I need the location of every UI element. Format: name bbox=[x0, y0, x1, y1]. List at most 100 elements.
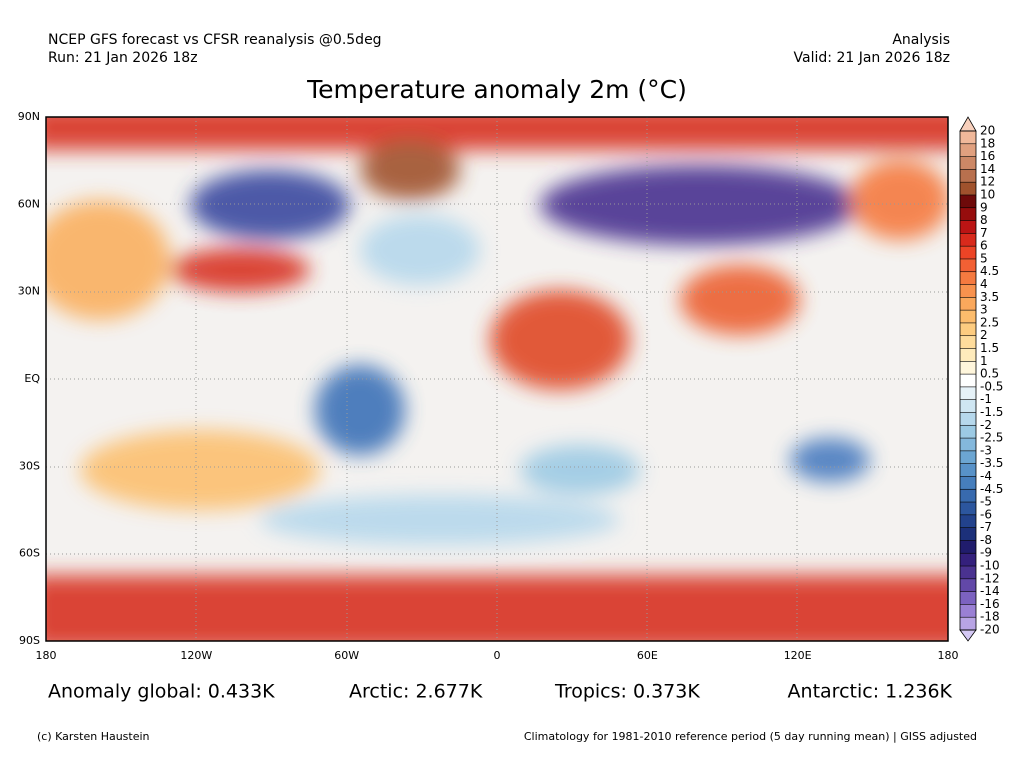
colorbar-segment bbox=[960, 489, 976, 503]
colorbar-label: -20 bbox=[980, 623, 1000, 637]
colorbar-label: -5 bbox=[980, 495, 992, 509]
lat-label: 60S bbox=[19, 547, 40, 560]
colorbar-segment bbox=[960, 348, 976, 362]
lat-label: EQ bbox=[24, 372, 40, 385]
title: Temperature anomaly 2m (°C) bbox=[306, 75, 687, 104]
colorbar-label: -7 bbox=[980, 520, 992, 534]
colorbar-label: 7 bbox=[980, 226, 988, 240]
colorbar-label: 5 bbox=[980, 251, 988, 265]
colorbar-label: -3 bbox=[980, 443, 992, 457]
colorbar-segment bbox=[960, 361, 976, 375]
anomaly-field bbox=[46, 117, 948, 641]
colorbar-segment bbox=[960, 322, 976, 336]
colorbar-label: -9 bbox=[980, 546, 992, 560]
colorbar-label: 2 bbox=[980, 328, 988, 342]
colorbar-label: 8 bbox=[980, 213, 988, 227]
stat-tropics: Tropics: 0.373K bbox=[554, 681, 700, 703]
lat-label: 30S bbox=[19, 459, 40, 472]
colorbar-segment bbox=[960, 182, 976, 195]
colorbar-segment bbox=[960, 412, 976, 426]
lon-label: 60E bbox=[637, 649, 658, 662]
lon-label: 180 bbox=[938, 649, 959, 662]
colorbar-segment bbox=[960, 514, 976, 528]
header-right-1: Analysis bbox=[892, 32, 950, 48]
header-left-1: NCEP GFS forecast vs CFSR reanalysis @0.… bbox=[48, 32, 382, 48]
colorbar-segment bbox=[960, 591, 976, 605]
colorbar-segment bbox=[960, 310, 976, 323]
graticule bbox=[46, 117, 948, 641]
colorbar-segment bbox=[960, 156, 976, 170]
lon-label: 120W bbox=[180, 649, 212, 662]
colorbar-segment bbox=[960, 425, 976, 439]
lon-label: 180 bbox=[36, 649, 57, 662]
header-right-2: Valid: 21 Jan 2026 18z bbox=[794, 50, 950, 66]
colorbar-label: -2 bbox=[980, 418, 992, 432]
colorbar-segment bbox=[960, 131, 976, 144]
colorbar-label: 18 bbox=[980, 136, 995, 150]
colorbar-label: 1 bbox=[980, 354, 988, 368]
colorbar-segment bbox=[960, 399, 976, 413]
colorbar-segment bbox=[960, 578, 976, 592]
colorbar-segment bbox=[960, 194, 976, 208]
lat-label: 90S bbox=[19, 634, 40, 647]
colorbar-label: -2.5 bbox=[980, 431, 1003, 445]
footer-right: Climatology for 1981-2010 reference peri… bbox=[524, 730, 977, 743]
colorbar-segment bbox=[960, 463, 976, 477]
lon-label: 60W bbox=[334, 649, 359, 662]
lat-label: 90N bbox=[18, 110, 40, 123]
colorbar-label: -6 bbox=[980, 507, 992, 521]
colorbar-label: -4 bbox=[980, 469, 992, 483]
colorbar-label: -18 bbox=[980, 610, 1000, 624]
colorbar-label: 4 bbox=[980, 277, 988, 291]
colorbar-segment bbox=[960, 374, 976, 387]
stat-arctic: Arctic: 2.677K bbox=[349, 681, 483, 703]
colorbar-segment bbox=[960, 284, 976, 298]
map bbox=[46, 117, 948, 641]
colorbar-label: 14 bbox=[980, 162, 995, 176]
colorbar-label: -0.5 bbox=[980, 379, 1003, 393]
colorbar-label: -1 bbox=[980, 392, 992, 406]
colorbar-segment bbox=[960, 220, 976, 234]
lat-label: 60N bbox=[18, 197, 40, 210]
colorbar-segment bbox=[960, 566, 976, 579]
header-left-2: Run: 21 Jan 2026 18z bbox=[48, 50, 198, 66]
colorbar-segment bbox=[960, 169, 976, 183]
colorbar-segment bbox=[960, 143, 976, 157]
colorbar-label: 9 bbox=[980, 200, 988, 214]
colorbar-label: 4.5 bbox=[980, 264, 999, 278]
lon-label: 0 bbox=[494, 649, 501, 662]
colorbar-label: 10 bbox=[980, 187, 995, 201]
colorbar-segment bbox=[960, 540, 976, 554]
colorbar-label: 12 bbox=[980, 175, 995, 189]
colorbar-label: -14 bbox=[980, 584, 1000, 598]
colorbar-label: 3.5 bbox=[980, 290, 999, 304]
colorbar-label: 16 bbox=[980, 149, 995, 163]
colorbar-label: -16 bbox=[980, 597, 1000, 611]
colorbar-segment bbox=[960, 450, 976, 464]
colorbar-segment bbox=[960, 502, 976, 515]
colorbar-label: -10 bbox=[980, 559, 1000, 573]
colorbar-segment bbox=[960, 527, 976, 541]
stat-antarctic: Antarctic: 1.236K bbox=[788, 681, 953, 703]
colorbar-label: 0.5 bbox=[980, 367, 999, 381]
colorbar-segment bbox=[960, 553, 976, 567]
colorbar-end bbox=[959, 629, 977, 642]
colorbar-segment bbox=[960, 617, 976, 630]
colorbar-label: -12 bbox=[980, 571, 1000, 585]
colorbar-end bbox=[959, 116, 977, 132]
colorbar-segment bbox=[960, 335, 976, 349]
lat-label: 30N bbox=[18, 285, 40, 298]
colorbar-segment bbox=[960, 271, 976, 285]
colorbar-label: 6 bbox=[980, 239, 988, 253]
colorbar-segment bbox=[960, 386, 976, 400]
colorbar-label: 3 bbox=[980, 303, 988, 317]
map-frame bbox=[45, 116, 949, 642]
footer-left: (c) Karsten Haustein bbox=[37, 730, 150, 743]
colorbar-label: 20 bbox=[980, 124, 995, 138]
stat-global: Anomaly global: 0.433K bbox=[48, 681, 275, 703]
colorbar-segment bbox=[960, 604, 976, 618]
colorbar-segment bbox=[960, 246, 976, 259]
colorbar-segment bbox=[960, 258, 976, 272]
colorbar-label: -4.5 bbox=[980, 482, 1003, 496]
